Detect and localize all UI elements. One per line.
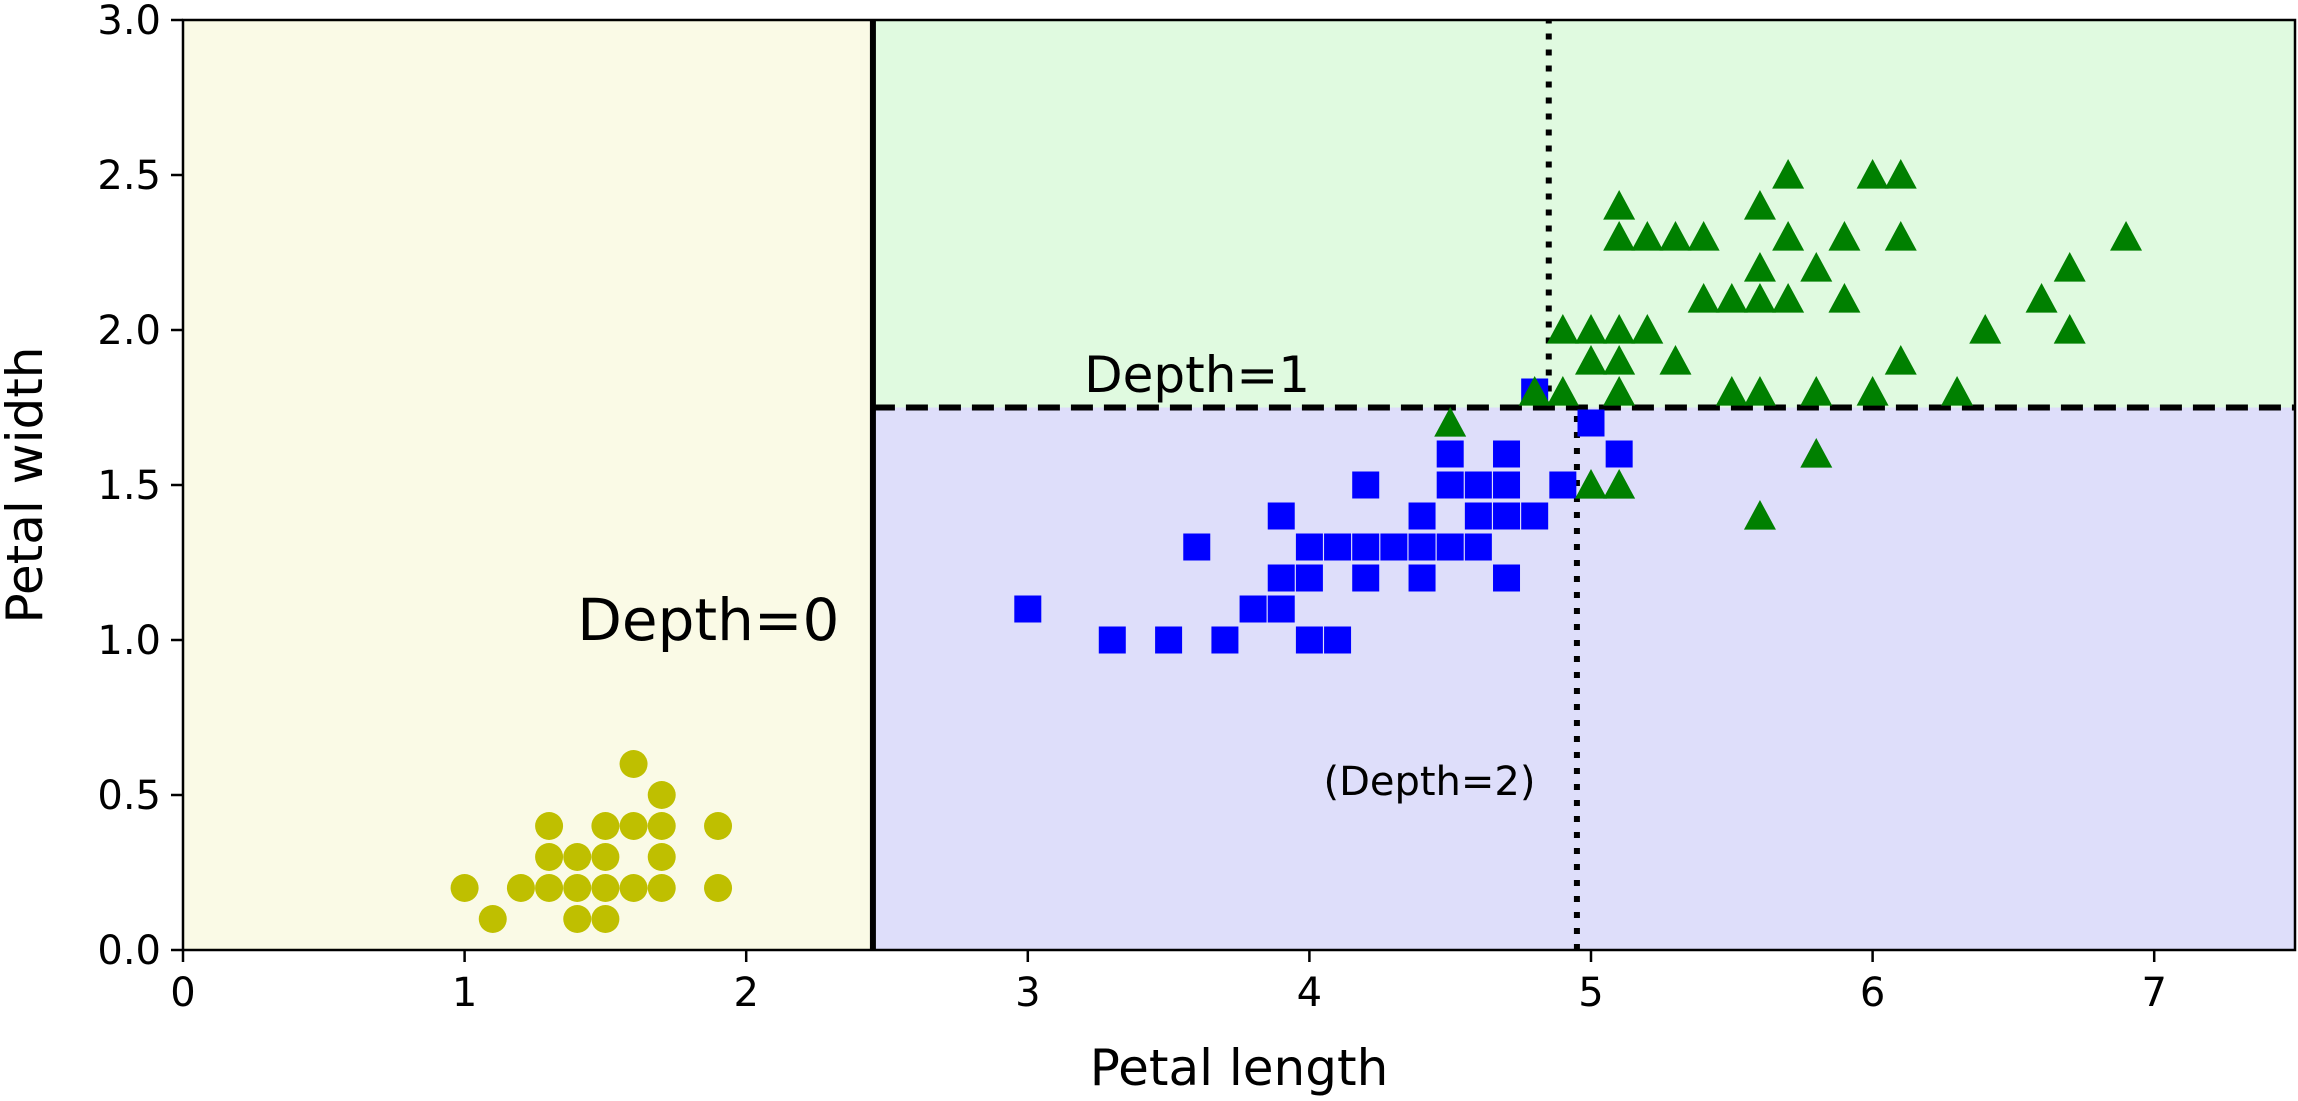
versicolor-point: [1437, 534, 1464, 561]
setosa-point: [591, 905, 619, 933]
x-axis-label: Petal length: [1090, 1039, 1389, 1097]
versicolor-point: [1493, 472, 1520, 499]
setosa-point: [648, 843, 676, 871]
depth-0-label: Depth=0: [577, 586, 839, 654]
setosa-point: [535, 812, 563, 840]
setosa-region: [183, 20, 873, 950]
versicolor-point: [1183, 534, 1210, 561]
x-tick-label: 3: [1015, 970, 1040, 1016]
setosa-point: [535, 843, 563, 871]
y-tick-label: 0.0: [97, 928, 161, 974]
versicolor-point: [1240, 596, 1267, 623]
setosa-point: [648, 781, 676, 809]
versicolor-point: [1099, 627, 1126, 654]
versicolor-point: [1324, 534, 1351, 561]
versicolor-point: [1380, 534, 1407, 561]
y-tick-label: 1.5: [97, 463, 161, 509]
versicolor-point: [1324, 627, 1351, 654]
setosa-point: [704, 812, 732, 840]
versicolor-point: [1465, 503, 1492, 530]
setosa-point: [451, 874, 479, 902]
versicolor-point: [1409, 534, 1436, 561]
setosa-point: [620, 750, 648, 778]
versicolor-point: [1493, 441, 1520, 468]
setosa-point: [648, 812, 676, 840]
versicolor-point: [1211, 627, 1238, 654]
y-tick-label: 0.5: [97, 773, 161, 819]
decision-regions: [183, 20, 2295, 950]
versicolor-point: [1437, 472, 1464, 499]
x-tick-label: 0: [170, 970, 195, 1016]
x-tick-label: 4: [1297, 970, 1322, 1016]
versicolor-point: [1465, 534, 1492, 561]
versicolor-point: [1352, 565, 1379, 592]
versicolor-point: [1296, 534, 1323, 561]
setosa-point: [704, 874, 732, 902]
setosa-point: [507, 874, 535, 902]
x-tick-label: 5: [1578, 970, 1603, 1016]
depth-1-label: Depth=1: [1084, 346, 1310, 404]
versicolor-point: [1578, 410, 1605, 437]
setosa-point: [563, 874, 591, 902]
versicolor-point: [1521, 503, 1548, 530]
versicolor-point: [1268, 503, 1295, 530]
versicolor-point: [1493, 565, 1520, 592]
versicolor-point: [1409, 503, 1436, 530]
versicolor-point: [1155, 627, 1182, 654]
setosa-point: [591, 812, 619, 840]
versicolor-point: [1465, 472, 1492, 499]
y-tick-label: 3.0: [97, 0, 161, 44]
setosa-point: [620, 874, 648, 902]
setosa-point: [479, 905, 507, 933]
setosa-point: [563, 905, 591, 933]
versicolor-point: [1296, 565, 1323, 592]
y-tick-label: 2.5: [97, 153, 161, 199]
y-tick-label: 2.0: [97, 308, 161, 354]
versicolor-point: [1437, 441, 1464, 468]
setosa-point: [591, 843, 619, 871]
y-tick-label: 1.0: [97, 618, 161, 664]
y-axis-label: Petal width: [0, 347, 54, 624]
versicolor-point: [1268, 596, 1295, 623]
x-tick-label: 6: [1860, 970, 1885, 1016]
versicolor-point: [1409, 565, 1436, 592]
setosa-point: [535, 874, 563, 902]
versicolor-point: [1268, 565, 1295, 592]
versicolor-point: [1296, 627, 1323, 654]
setosa-point: [648, 874, 676, 902]
x-tick-label: 7: [2141, 970, 2166, 1016]
versicolor-point: [1014, 596, 1041, 623]
x-tick-label: 2: [733, 970, 758, 1016]
setosa-point: [591, 874, 619, 902]
setosa-point: [620, 812, 648, 840]
versicolor-point: [1493, 503, 1520, 530]
versicolor-point: [1549, 472, 1576, 499]
depth-2-label: (Depth=2): [1323, 759, 1535, 805]
x-tick-label: 1: [452, 970, 477, 1016]
versicolor-point: [1606, 441, 1633, 468]
decision-tree-boundary-chart: Depth=0 Depth=1 (Depth=2) 0 1 2 3 4 5 6 7 0.0 0.5 1…: [0, 0, 2298, 1101]
setosa-point: [563, 843, 591, 871]
y-axis-ticks: 0.0 0.5 1.0 1.5 2.0 2.5 3.0: [97, 0, 183, 974]
x-axis-ticks: 0 1 2 3 4 5 6 7: [170, 950, 2167, 1016]
versicolor-point: [1352, 472, 1379, 499]
versicolor-point: [1352, 534, 1379, 561]
